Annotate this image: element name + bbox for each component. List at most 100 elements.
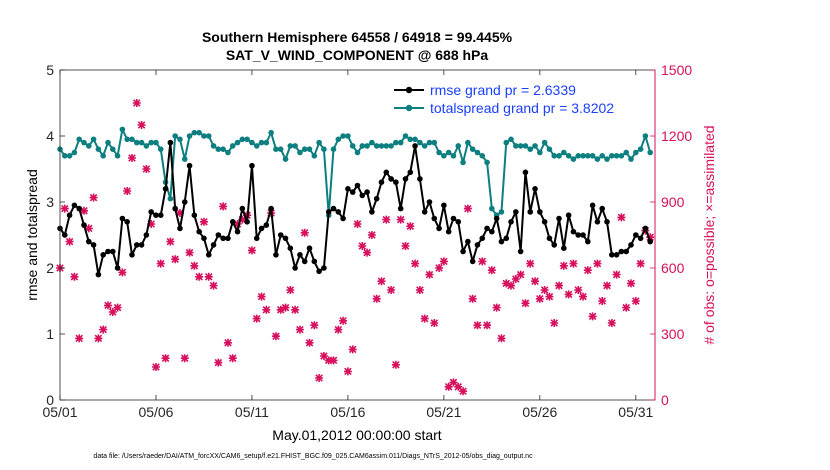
totalspread-point [71,149,78,156]
rmse-point [599,205,606,212]
obs-point [190,261,199,270]
totalspread-point [292,143,298,149]
totalspread-point [157,146,164,152]
rmse-point [436,225,442,232]
rmse-point [407,169,414,176]
totalspread-point [253,143,260,149]
rmse-point [359,192,366,199]
obs-point [396,215,405,224]
rmse-point [460,248,466,255]
rmse-point [537,209,543,215]
obs-point [559,261,568,270]
obs-point [300,228,309,237]
y-tick-label: 2 [46,260,54,276]
rmse-point [393,179,399,185]
obs-point [367,231,376,239]
totalspread-point [105,139,111,146]
totalspread-point [479,153,486,159]
totalspread-point [580,153,586,159]
obs-point [70,272,79,281]
rmse-point [402,176,409,182]
rmse-point [148,209,154,215]
totalspread-point [172,133,178,139]
obs-point [79,206,88,215]
obs-point [286,286,295,294]
rmse-point [373,195,380,202]
totalspread-point [143,143,150,149]
totalspread-point [484,159,490,166]
totalspread-point [225,149,231,156]
obs-point [607,319,616,327]
totalspread-point [133,139,140,146]
obs-point [247,246,256,255]
rmse-point [633,232,639,238]
totalspread-point [503,139,510,146]
rmse-point [565,212,572,218]
totalspread-point [311,153,318,159]
obs-point [319,352,328,360]
totalspread-point [340,133,346,139]
totalspread-point [474,149,481,156]
rmse-point [153,212,159,218]
totalspread-series [57,126,654,218]
totalspread-point [249,139,255,146]
totalspread-point [465,139,471,146]
rmse-point [364,189,370,195]
obs-point [468,294,477,303]
obs-point [603,281,612,290]
rmse-point [580,232,586,238]
obs-point [631,297,640,305]
totalspread-point [359,143,366,149]
totalspread-point [119,126,126,133]
y-tick-label: 5 [46,62,54,78]
totalspread-point [124,136,130,143]
rmse-point [527,209,534,215]
obs-point [502,279,511,288]
totalspread-point [388,143,394,149]
rmse-point [450,215,457,222]
totalspread-point [517,143,524,149]
totalspread-point [397,139,404,146]
totalspread-point [441,153,447,159]
obs-point [478,257,487,266]
rmse-point [618,248,625,255]
rmse-point [589,202,596,209]
y-axis-right-label: # of obs: o=possible; ×=assimilated [701,125,717,344]
totalspread-point [239,136,246,143]
totalspread-point [258,139,265,146]
rmse-point [369,209,375,215]
totalspread-point [215,146,222,152]
totalspread-point [364,143,370,149]
y-right-tick-label: 1500 [661,62,692,78]
totalspread-point [297,149,303,156]
totalspread-point [66,153,73,159]
legend-spread-marker [405,104,413,112]
rmse-point [546,235,553,242]
obs-point [569,259,578,268]
chart-title-line2: SAT_V_WIND_COMPONENT @ 688 hPa [226,47,489,63]
obs-point [156,259,165,268]
x-tick-label: 05/16 [330,404,365,420]
totalspread-point [565,153,572,159]
totalspread-point [335,136,342,143]
rmse-point [301,258,308,265]
totalspread-point [109,146,116,152]
obs-point [127,154,136,162]
rmse-point [129,252,135,258]
obs-point [372,294,381,303]
obs-point [588,312,597,321]
totalspread-point [585,153,591,159]
y-right-tick-label: 1200 [661,128,692,144]
obs-point [75,334,84,343]
obs-point [195,272,204,281]
totalspread-point [210,143,217,149]
obs-point [252,314,261,323]
legend-rmse-label: rmse grand pr = 2.6339 [430,82,576,98]
rmse-point [585,238,591,245]
obs-point [166,237,175,246]
obs-point [574,286,583,294]
rmse-point [124,219,130,225]
totalspread-point [628,156,634,162]
obs-point [276,305,285,314]
x-tick-label: 05/31 [618,404,653,420]
